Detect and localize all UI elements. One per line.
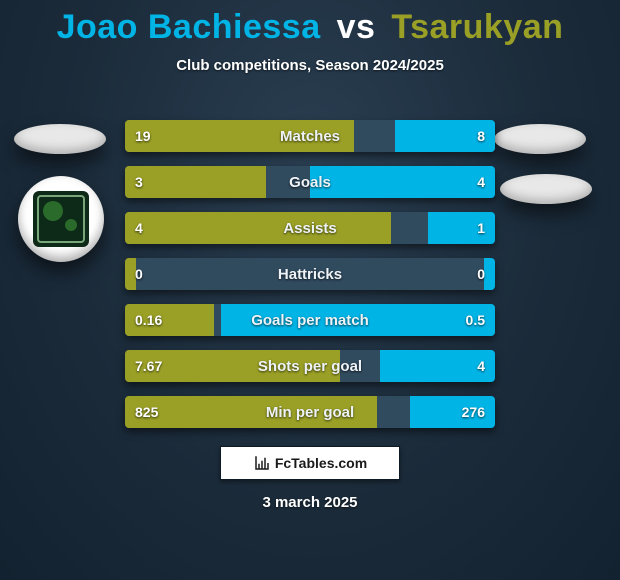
stat-value-right: 0.5 <box>425 312 495 328</box>
stat-value-left: 3 <box>125 174 195 190</box>
branding-box: FcTables.com <box>220 446 400 480</box>
date-text: 3 march 2025 <box>0 494 620 511</box>
title-player-right: Tsarukyan <box>391 8 563 46</box>
stat-row: 19Matches8 <box>125 120 495 152</box>
chart-icon <box>253 454 271 472</box>
stat-value-left: 0.16 <box>125 312 195 328</box>
stat-value-right: 8 <box>425 128 495 144</box>
branding-text: FcTables.com <box>275 455 367 471</box>
stat-label: Assists <box>195 220 425 237</box>
stat-label: Hattricks <box>195 266 425 283</box>
stat-row: 825Min per goal276 <box>125 396 495 428</box>
comparison-chart: 19Matches83Goals44Assists10Hattricks00.1… <box>125 120 495 428</box>
stat-label: Goals per match <box>195 312 425 329</box>
stat-value-left: 0 <box>125 266 195 282</box>
stat-row: 3Goals4 <box>125 166 495 198</box>
stat-value-right: 276 <box>425 404 495 420</box>
stat-label: Min per goal <box>195 404 425 421</box>
title-player-left: Joao Bachiessa <box>57 8 321 46</box>
stat-row: 0.16Goals per match0.5 <box>125 304 495 336</box>
stat-value-left: 4 <box>125 220 195 236</box>
stat-value-left: 19 <box>125 128 195 144</box>
stat-value-right: 0 <box>425 266 495 282</box>
stat-row: 7.67Shots per goal4 <box>125 350 495 382</box>
title-vs: vs <box>337 8 376 46</box>
stat-label: Goals <box>195 174 425 191</box>
stat-label: Shots per goal <box>195 358 425 375</box>
stat-label: Matches <box>195 128 425 145</box>
page-title: Joao Bachiessa vs Tsarukyan <box>0 0 620 47</box>
stat-row: 0Hattricks0 <box>125 258 495 290</box>
stat-value-left: 7.67 <box>125 358 195 374</box>
stat-value-left: 825 <box>125 404 195 420</box>
stat-row: 4Assists1 <box>125 212 495 244</box>
stat-value-right: 4 <box>425 358 495 374</box>
stat-value-right: 4 <box>425 174 495 190</box>
subtitle: Club competitions, Season 2024/2025 <box>0 57 620 74</box>
stat-value-right: 1 <box>425 220 495 236</box>
